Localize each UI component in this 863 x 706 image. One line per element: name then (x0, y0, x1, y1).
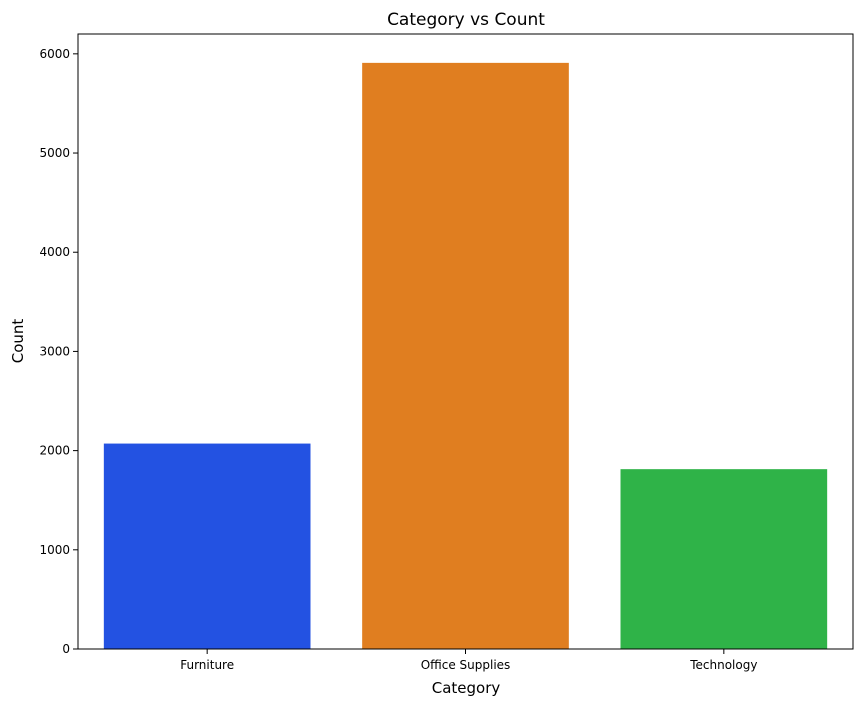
y-tick-label: 0 (62, 642, 70, 656)
y-tick-label: 2000 (39, 444, 70, 458)
x-tick-label: Technology (689, 658, 757, 672)
y-tick-label: 5000 (39, 146, 70, 160)
x-axis-ticks: Furniture Office Supplies Technology (180, 649, 757, 672)
y-axis-title: Count (9, 319, 27, 364)
x-tick-label: Furniture (180, 658, 234, 672)
bar-furniture (103, 443, 311, 649)
plot-frame (77, 33, 854, 650)
y-tick-label: 6000 (39, 47, 70, 61)
bar-technology (620, 469, 828, 649)
y-tick-label: 1000 (39, 543, 70, 557)
x-tick-label: Office Supplies (421, 658, 511, 672)
bar-office-supplies (362, 62, 569, 650)
y-axis-ticks: 0 1000 2000 3000 4000 5000 6000 (39, 47, 78, 656)
bars-group (103, 62, 828, 650)
chart-title: Category vs Count (387, 10, 545, 30)
y-tick-label: 4000 (39, 245, 70, 259)
x-axis-title: Category (432, 679, 501, 697)
y-tick-label: 3000 (39, 344, 70, 358)
